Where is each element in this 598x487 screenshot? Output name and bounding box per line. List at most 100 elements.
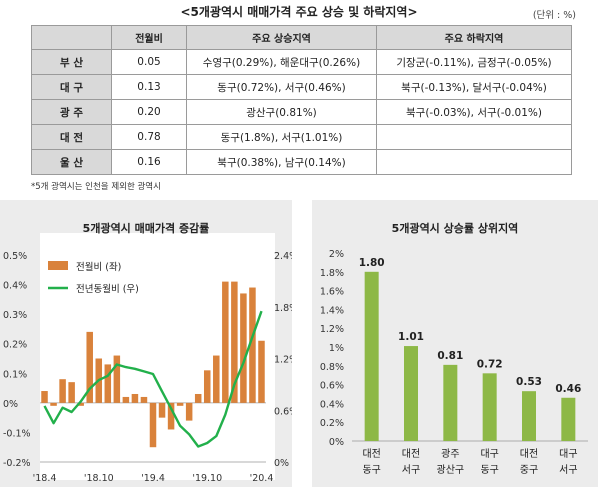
left-axis-tick-label: 0.2% <box>3 340 27 351</box>
region-bar <box>482 373 497 441</box>
region-bar <box>443 364 458 441</box>
y-tick-label: 0.6% <box>320 381 344 392</box>
mom-bar <box>59 379 66 403</box>
legend-bar-label: 전월비 (좌) <box>76 261 121 273</box>
mom-bar <box>167 402 175 430</box>
header-mom: 전월비 <box>111 25 187 50</box>
mom-bar <box>68 382 75 403</box>
category-label-line2: 서구 <box>402 464 420 476</box>
left-axis-tick-label: 0.5% <box>3 251 27 262</box>
mom-bar <box>194 393 202 403</box>
chart-title: 5개광역시 상승률 상위지역 <box>392 221 519 235</box>
row-city: 대 전 <box>31 124 112 150</box>
mom-bar <box>104 364 112 403</box>
x-tick-label: '20.4 <box>250 473 274 484</box>
row-mom: 0.20 <box>111 99 187 125</box>
row-mom: 0.78 <box>111 124 187 150</box>
category-label-line2: 동구 <box>362 464 380 476</box>
region-bar <box>404 346 418 441</box>
row-mom: 0.05 <box>111 49 187 75</box>
category-label-line1: 대전 <box>520 448 538 460</box>
left-axis-tick-label: -0.2% <box>3 458 31 469</box>
category-label-line1: 대구 <box>559 448 577 460</box>
mom-bar <box>203 370 211 403</box>
table-row: 울 산 0.16 북구(0.38%), 남구(0.14%) <box>31 149 572 175</box>
table-row: 부 산 0.05 수영구(0.29%), 해운대구(0.26%) 기장군(-0.… <box>31 49 572 75</box>
mom-bar <box>113 355 121 403</box>
x-tick-label: '19.4 <box>141 473 165 484</box>
y-tick-label: 0.4% <box>320 399 344 410</box>
left-axis-tick-label: 0% <box>3 399 18 410</box>
x-tick-label: '18.10 <box>84 473 114 484</box>
category-label-line1: 대구 <box>480 448 498 460</box>
legend-line-label: 전년동월비 (우) <box>76 283 139 295</box>
y-tick-label: 1.4% <box>320 305 344 316</box>
mom-bar <box>176 402 184 406</box>
left-axis-tick-label: 0.4% <box>3 281 27 292</box>
row-mom: 0.16 <box>111 149 187 175</box>
region-bar <box>364 271 379 441</box>
category-label-line2: 동구 <box>480 464 498 476</box>
mom-bar <box>222 281 229 403</box>
table-header-row: 전월비 주요 상승지역 주요 하락지역 <box>31 25 572 50</box>
right-axis-tick-label: 1.2% <box>274 355 292 366</box>
left-axis-tick-label: -0.1% <box>3 428 31 439</box>
header-city <box>31 25 112 50</box>
bar-value-label: 1.01 <box>398 331 424 343</box>
top-regions-bar-chart: 5개광역시 상승률 상위지역 2% 1.8% 1.6% 1.4% 1.2% 1% 0.8% 0.… <box>320 221 588 476</box>
bar-value-label: 0.72 <box>477 358 503 370</box>
mom-bar <box>77 402 84 406</box>
y-tick-label: 0.2% <box>320 418 344 429</box>
row-down: 북구(-0.03%), 서구(-0.01%) <box>376 99 572 125</box>
table-footnote: *5개 광역시는 인천을 제외한 광역시 <box>31 182 161 192</box>
y-tick-label: 1.6% <box>320 287 344 298</box>
table-title: <5개광역시 매매가격 주요 상승 및 하락지역> <box>180 5 418 19</box>
mom-bar <box>131 393 139 403</box>
bar-value-label: 1.80 <box>359 257 385 269</box>
y-tick-label: 1.2% <box>320 324 344 335</box>
unit-label: (단위 : %) <box>532 10 576 21</box>
bar-value-label: 0.81 <box>437 350 463 362</box>
mom-bar <box>122 396 130 403</box>
row-mom: 0.13 <box>111 74 187 100</box>
chart-title: 5개광역시 매매가격 증감률 <box>83 221 210 235</box>
mom-bar <box>249 287 256 403</box>
row-city: 대 구 <box>31 74 112 100</box>
row-down: 북구(-0.13%), 달서구(-0.04%) <box>376 74 572 100</box>
legend-bar-swatch <box>48 261 68 270</box>
mom-bar <box>86 331 93 403</box>
row-city: 부 산 <box>31 49 112 75</box>
y-tick-label: 0.8% <box>320 362 344 373</box>
x-tick-label: '18.4 <box>33 473 57 484</box>
mom-bar <box>240 293 247 403</box>
mom-bar <box>140 396 148 403</box>
y-tick-label: 2% <box>329 249 344 260</box>
mom-bar <box>213 355 220 403</box>
row-up: 동구(1.8%), 서구(1.01%) <box>186 124 377 150</box>
right-axis-tick-label: 2.4% <box>274 251 292 262</box>
category-label-line1: 광주 <box>441 448 459 460</box>
row-up: 동구(0.72%), 서구(0.46%) <box>186 74 377 100</box>
mom-bar <box>149 402 157 448</box>
right-axis-tick-label: 0% <box>274 458 289 469</box>
bar-value-label: 0.46 <box>555 383 581 395</box>
table-row: 대 구 0.13 동구(0.72%), 서구(0.46%) 북구(-0.13%)… <box>31 74 572 100</box>
mom-bar <box>231 281 238 403</box>
bar-value-label: 0.53 <box>516 376 542 388</box>
table-row: 광 주 0.20 광산구(0.81%) 북구(-0.03%), 서구(-0.01… <box>31 99 572 125</box>
category-label-line1: 대전 <box>362 448 380 460</box>
left-axis-tick-label: 0.1% <box>3 369 27 380</box>
category-label-line1: 대전 <box>402 448 420 460</box>
header-down: 주요 하락지역 <box>376 25 572 50</box>
region-bar <box>522 391 536 441</box>
row-up: 북구(0.38%), 남구(0.14%) <box>186 149 377 175</box>
left-axis-tick-label: 0.3% <box>3 310 27 321</box>
row-city: 울 산 <box>31 149 112 175</box>
region-bar <box>561 397 576 441</box>
row-down: 기장군(-0.11%), 금정구(-0.05%) <box>376 49 572 75</box>
mom-bar <box>41 391 48 403</box>
mom-bar <box>50 402 57 406</box>
header-up: 주요 상승지역 <box>186 25 377 50</box>
category-label-line2: 서구 <box>559 464 577 476</box>
row-down <box>376 149 572 175</box>
